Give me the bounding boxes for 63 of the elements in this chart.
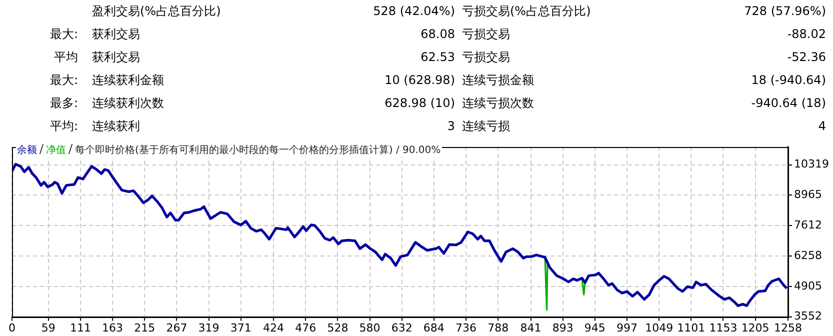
- text: 盈利交易(%占总百分比): [92, 3, 221, 19]
- text: 平均: [54, 49, 78, 65]
- x-tick-label: 841: [520, 321, 542, 334]
- x-tick-label: 997: [616, 321, 638, 334]
- x-tick-label: 1205: [741, 321, 770, 334]
- x-tick-label: 945: [584, 321, 606, 334]
- x-tick-label: 1258: [774, 321, 802, 334]
- text: -940.64 (18): [751, 95, 826, 111]
- text: -52.36: [787, 49, 826, 65]
- x-tick-label: 424: [263, 321, 284, 334]
- x-tick-label: 476: [295, 321, 316, 334]
- chart-title: 每个即时价格(基于所有可利用的最小时段的每一个价格的分形插值计算) / 90.00%: [75, 145, 441, 156]
- x-tick-label: 893: [552, 321, 574, 334]
- text: 68.08: [420, 26, 455, 42]
- x-tick-label: 1049: [645, 321, 674, 334]
- y-tick-label: 8965: [794, 188, 822, 202]
- text: 628.98 (10): [384, 95, 455, 111]
- y-tick-label: 3552: [794, 310, 822, 323]
- series-label: 余额: [17, 145, 37, 156]
- text: 获利交易: [92, 26, 140, 42]
- x-tick-label: 1153: [709, 321, 738, 334]
- y-tick-label: 6258: [794, 248, 822, 262]
- text: 728 (57.96%): [744, 3, 826, 19]
- text: 连续亏损: [462, 118, 510, 134]
- text: 10 (628.98): [384, 72, 455, 88]
- text: 亏损交易: [462, 49, 510, 65]
- x-tick-label: 59: [41, 321, 56, 334]
- x-tick-label: 788: [488, 321, 509, 334]
- x-tick-label: 580: [359, 321, 380, 334]
- text: 亏损交易: [462, 26, 510, 42]
- x-tick-label: 163: [102, 321, 124, 334]
- x-tick-label: 0: [8, 321, 16, 334]
- x-tick-label: 319: [198, 321, 220, 334]
- text: 18 (-940.64): [751, 72, 826, 88]
- text: 连续亏损次数: [462, 95, 534, 111]
- text: 连续获利金额: [92, 72, 164, 88]
- text: 净值: [46, 145, 66, 156]
- x-tick-label: 528: [327, 321, 348, 334]
- text: 528 (42.04%): [373, 3, 455, 19]
- text: 获利交易: [92, 49, 140, 65]
- y-tick-label: 7612: [794, 218, 822, 232]
- x-tick-label: 684: [423, 321, 444, 334]
- x-tick-label: 736: [456, 321, 477, 334]
- x-tick-label: 632: [391, 321, 412, 334]
- x-tick-label: 1101: [677, 321, 706, 334]
- text: 3: [447, 118, 455, 134]
- x-tick-label: 111: [70, 321, 91, 334]
- text: 62.53: [420, 49, 455, 65]
- text: 连续获利次数: [92, 95, 164, 111]
- text: 平均:: [50, 118, 78, 134]
- y-tick-label: 10319: [794, 158, 830, 171]
- x-tick-label: 371: [230, 321, 252, 334]
- text: 最多:: [50, 95, 78, 111]
- text: -88.02: [787, 26, 826, 42]
- text: 连续亏损金额: [462, 72, 534, 88]
- y-tick-label: 4905: [794, 279, 822, 292]
- text: 亏损交易(%占总百分比): [462, 3, 591, 19]
- text: 4: [818, 118, 826, 134]
- x-tick-label: 215: [134, 321, 156, 334]
- text: 最大:: [50, 26, 78, 42]
- text: 最大:: [50, 72, 78, 88]
- text: 连续获利: [92, 118, 140, 134]
- x-tick-label: 267: [166, 321, 188, 334]
